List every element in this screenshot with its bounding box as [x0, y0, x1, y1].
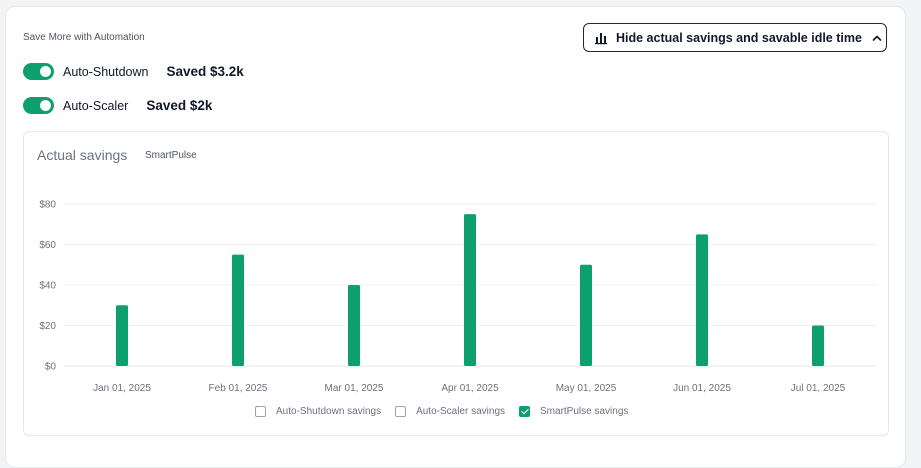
auto-scaler-label: Auto-Scaler — [63, 98, 129, 113]
x-tick-label: Jul 01, 2025 — [791, 383, 846, 394]
bar-5[interactable] — [696, 234, 708, 366]
legend-smartpulse[interactable]: SmartPulse savings — [519, 406, 628, 417]
chart-subtitle: SmartPulse — [145, 150, 197, 161]
x-tick-label: Mar 01, 2025 — [325, 383, 384, 394]
toggle-knob — [40, 66, 51, 77]
y-tick-label: $0 — [45, 362, 57, 373]
smartpulse-checkbox[interactable] — [519, 406, 531, 417]
toggle-knob — [40, 100, 51, 111]
automation-card: Save More with Automation Hide actual sa… — [5, 6, 906, 468]
x-tick-label: Jun 01, 2025 — [673, 383, 731, 394]
section-title: Save More with Automation — [23, 32, 145, 43]
y-tick-label: $80 — [39, 200, 56, 211]
auto-scaler-saved: Saved $2k — [146, 98, 213, 113]
bar-3[interactable] — [464, 214, 476, 366]
bar-6[interactable] — [812, 325, 824, 367]
auto-shutdown-checkbox[interactable] — [255, 406, 266, 417]
y-tick-label: $60 — [39, 240, 56, 251]
x-tick-label: Jan 01, 2025 — [93, 383, 151, 394]
hide-savings-button[interactable]: Hide actual savings and savable idle tim… — [583, 23, 887, 52]
x-tick-label: May 01, 2025 — [556, 383, 617, 394]
hide-savings-label: Hide actual savings and savable idle tim… — [616, 30, 862, 45]
auto-scaler-row: Auto-Scaler Saved $2k — [23, 97, 212, 114]
legend-label: Auto-Scaler savings — [416, 406, 506, 417]
auto-shutdown-toggle[interactable] — [23, 63, 54, 80]
legend-label: Auto-Shutdown savings — [276, 406, 382, 417]
auto-shutdown-saved: Saved $3.2k — [166, 64, 244, 79]
auto-scaler-checkbox[interactable] — [395, 406, 407, 417]
auto-shutdown-label: Auto-Shutdown — [63, 64, 149, 79]
savings-chart-panel: Actual savings SmartPulse $0 $20 $40 $60 $80… — [23, 131, 889, 436]
bar-1[interactable] — [232, 254, 244, 366]
chevron-up-icon — [871, 32, 883, 44]
y-tick-label: $20 — [39, 321, 56, 332]
savings-bar-chart: $0 $20 $40 $60 $80 Jan 01, 2025 Feb 01, 2025 Ma… — [39, 200, 876, 394]
bar-4[interactable] — [580, 264, 592, 366]
x-tick-label: Feb 01, 2025 — [209, 383, 268, 394]
auto-shutdown-row: Auto-Shutdown Saved $3.2k — [23, 63, 244, 80]
auto-scaler-toggle[interactable] — [23, 97, 54, 114]
legend-label: SmartPulse savings — [540, 406, 629, 417]
bar-0[interactable] — [116, 305, 128, 366]
chart-title: Actual savings — [37, 147, 128, 163]
x-tick-label: Apr 01, 2025 — [441, 383, 499, 394]
bar-2[interactable] — [348, 285, 360, 366]
legend-auto-scaler[interactable]: Auto-Scaler savings — [395, 406, 505, 417]
legend-auto-shutdown[interactable]: Auto-Shutdown savings — [255, 406, 381, 417]
bar-chart-icon — [594, 31, 608, 45]
chart-legend: Auto-Shutdown savings Auto-Scaler saving… — [255, 406, 642, 417]
y-tick-label: $40 — [39, 281, 56, 292]
